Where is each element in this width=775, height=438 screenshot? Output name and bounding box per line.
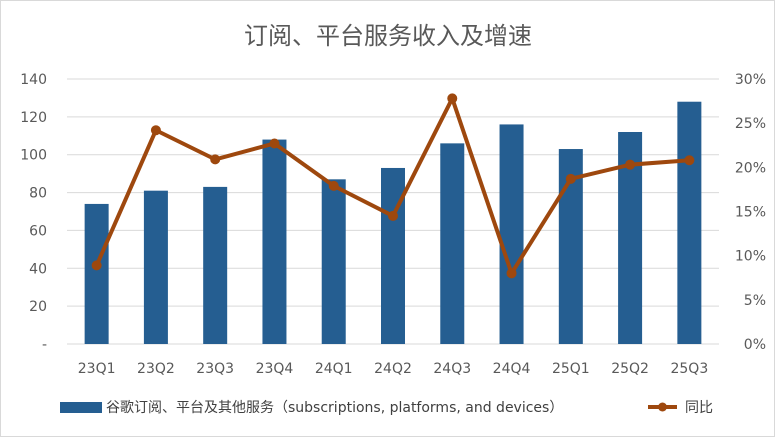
bar <box>381 167 405 344</box>
right-axis-tick-label: 30% <box>735 72 766 88</box>
yoy-point <box>506 268 517 279</box>
legend-line-label: 同比 <box>685 400 713 416</box>
x-axis-tick-label: 24Q2 <box>374 361 412 377</box>
bar <box>499 124 524 344</box>
x-axis-tick-label: 23Q2 <box>137 361 175 377</box>
legend: 谷歌订阅、平台及其他服务（subscriptions, platforms, a… <box>60 400 713 416</box>
bar-series <box>84 101 702 344</box>
bar <box>440 143 465 344</box>
yoy-point <box>150 125 161 136</box>
yoy-point <box>388 210 398 221</box>
left-axis-tick-label: 140 <box>20 72 47 88</box>
yoy-point <box>269 138 280 149</box>
bar <box>262 139 287 344</box>
x-axis-tick-label: 25Q1 <box>552 361 590 377</box>
left-axis: - 20 40 60 80 100 120 140 <box>20 72 47 353</box>
right-axis-tick-label: 20% <box>735 160 766 176</box>
left-axis-tick-label: 20 <box>29 299 47 315</box>
legend-bar-label: 谷歌订阅、平台及其他服务（subscriptions, platforms, a… <box>106 400 563 416</box>
left-axis-tick-label: 100 <box>20 148 47 164</box>
right-axis-tick-label: 15% <box>735 205 766 221</box>
legend-bar-swatch <box>60 402 102 413</box>
x-axis-tick-label: 23Q1 <box>78 361 116 377</box>
x-axis-tick-label: 24Q4 <box>493 361 531 377</box>
yoy-point <box>565 173 576 184</box>
x-axis-tick-label: 24Q1 <box>315 361 353 377</box>
left-axis-tick-label: 80 <box>29 186 47 202</box>
left-axis-tick-label: 40 <box>29 261 47 277</box>
x-axis-tick-label: 23Q4 <box>256 361 294 377</box>
yoy-point <box>684 155 695 166</box>
bar <box>203 186 228 344</box>
yoy-point <box>328 180 339 191</box>
right-axis-tick-label: 25% <box>735 116 766 132</box>
chart-title: 订阅、平台服务收入及增速 <box>244 22 532 50</box>
yoy-point <box>210 154 221 165</box>
bar <box>84 203 109 344</box>
yoy-point <box>91 260 102 271</box>
left-axis-tick-label: 120 <box>20 110 47 126</box>
x-axis-tick-label: 25Q2 <box>611 361 649 377</box>
left-axis-tick-label: - <box>42 337 47 353</box>
right-axis-tick-label: 0% <box>744 337 766 353</box>
right-axis-tick-label: 10% <box>735 249 766 265</box>
yoy-point <box>447 93 458 104</box>
x-axis-tick-label: 25Q3 <box>670 361 708 377</box>
bar <box>321 179 346 344</box>
x-axis-tick-label: 23Q3 <box>196 361 234 377</box>
right-axis: 0% 5% 10% 15% 20% 25% 30% <box>735 72 766 353</box>
line-series <box>91 93 695 279</box>
left-axis-tick-label: 60 <box>29 223 47 239</box>
x-axis-tick-label: 24Q3 <box>433 361 471 377</box>
yoy-point <box>625 159 636 170</box>
bar <box>143 190 168 344</box>
right-axis-tick-label: 5% <box>744 293 766 309</box>
bar <box>677 101 702 344</box>
legend-line-marker <box>658 402 667 412</box>
x-axis: 23Q1 23Q2 23Q3 23Q4 24Q1 24Q2 24Q3 24Q4 25Q1 25Q2… <box>78 361 708 377</box>
